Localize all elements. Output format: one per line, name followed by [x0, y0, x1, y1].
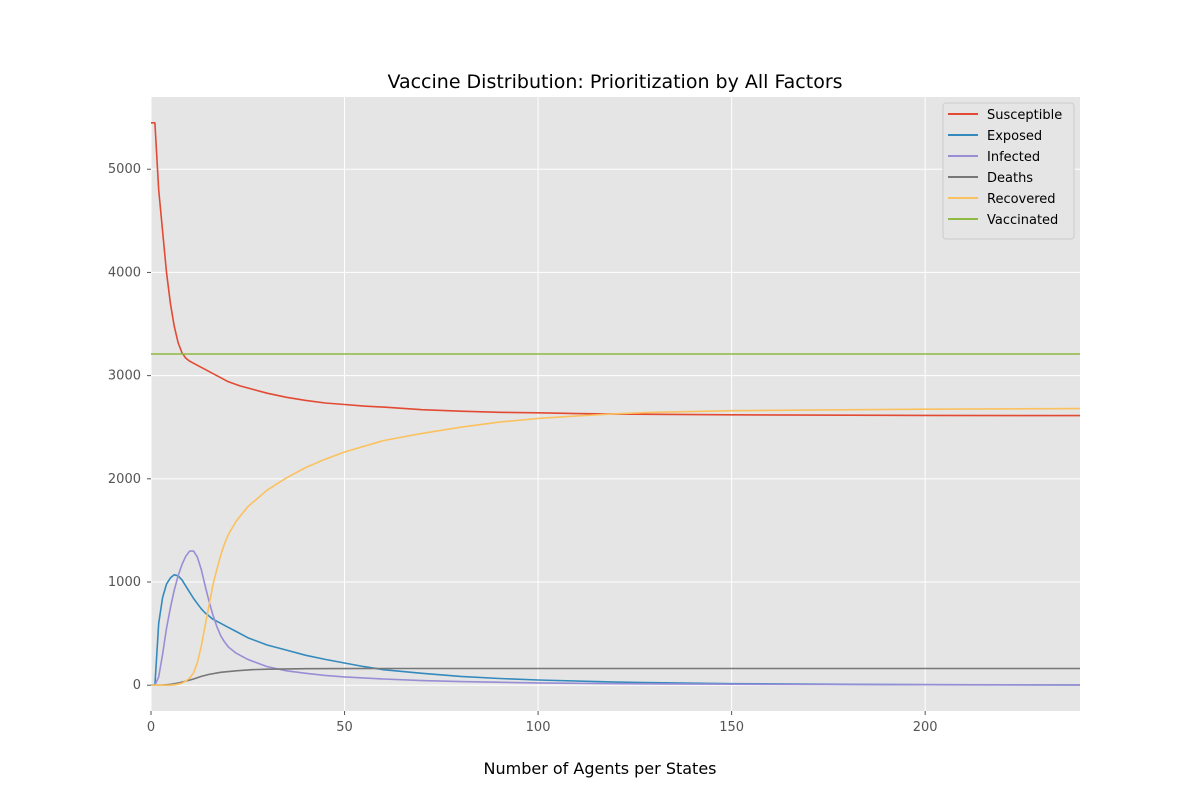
legend-label-vaccinated: Vaccinated [987, 213, 1058, 228]
series-line-recovered [151, 407, 1081, 687]
x-tick-label: 0 [147, 720, 155, 735]
chart-title: Vaccine Distribution: Prioritization by … [387, 71, 842, 93]
series-lines [150, 122, 1081, 687]
y-tick-label: 0 [133, 678, 141, 693]
y-tick-label: 5000 [108, 162, 141, 177]
legend-label-infected: Infected [987, 150, 1040, 165]
x-tick-label: 200 [913, 720, 938, 735]
legend: Susceptible Exposed Infected Deaths Recovere… [942, 102, 1075, 240]
grid [150, 97, 1080, 711]
legend-label-recovered: Recovered [987, 192, 1056, 207]
legend-label-susceptible: Susceptible [987, 108, 1062, 123]
legend-label-exposed: Exposed [987, 129, 1042, 144]
series-line-infected [151, 550, 1081, 687]
series-line-deaths [150, 667, 1080, 686]
y-tick-label: 4000 [108, 265, 141, 280]
y-tick-label: 2000 [108, 472, 141, 487]
x-tick-label: 50 [336, 720, 353, 735]
y-tick-label: 1000 [108, 575, 141, 590]
y-tick-label: 3000 [108, 369, 141, 384]
x-tick-label: 150 [719, 720, 744, 735]
plot-area [151, 97, 1080, 711]
series-line-exposed [151, 573, 1081, 687]
legend-box [942, 102, 1075, 240]
x-tick-label: 100 [526, 720, 551, 735]
series-line-susceptible [151, 122, 1081, 417]
legend-label-deaths: Deaths [987, 171, 1033, 186]
x-axis-label: Number of Agents per States [484, 759, 717, 778]
